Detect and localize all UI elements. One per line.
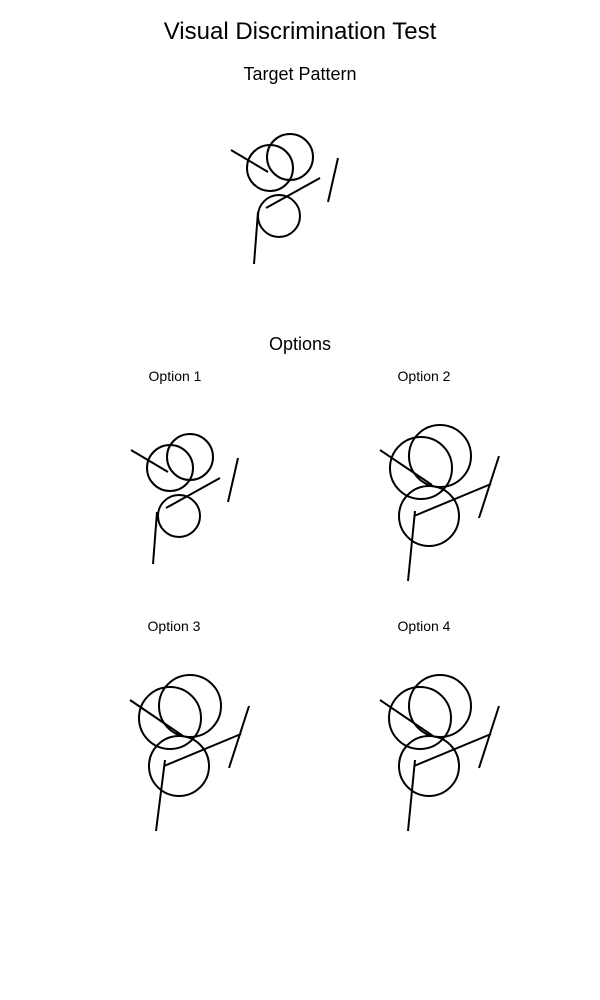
option-2-figure[interactable] [370,415,510,590]
option-3-circle-upper-right [158,674,222,738]
target-pattern-heading: Target Pattern [243,64,357,84]
option-4-label: Option 4 [397,618,451,634]
option-1-line-diagonal [165,477,221,509]
option-1-line-right [227,457,239,503]
target-line-right [327,157,339,203]
option-4-circle-upper-right [408,674,472,738]
option-4-circle-lower [398,735,460,797]
option-4-figure[interactable] [370,665,510,840]
option-1-label: Option 1 [148,368,202,384]
option-4-line-upper-left [379,699,434,737]
option-4-line-stem [407,759,416,832]
option-3-line-stem [155,759,166,832]
option-3-line-diagonal [163,733,242,767]
option-2-circle-lower [398,485,460,547]
target-circle-upper-left [246,144,294,192]
option-3-label: Option 3 [147,618,201,634]
option-4-line-right [478,705,500,769]
option-2-circle-upper-left [389,436,453,500]
option-1-figure[interactable] [120,425,260,575]
options-heading: Options [268,334,332,354]
option-1-circle-upper-left [146,444,194,492]
option-2-line-upper-left [379,449,433,486]
option-3-line-upper-left [129,699,184,737]
target-line-diagonal [265,177,321,209]
option-2-line-diagonal [413,483,492,517]
option-1-line-upper-left [130,449,169,473]
target-line-stem [253,211,259,265]
option-2-line-right [478,455,500,519]
option-3-figure[interactable] [120,665,260,840]
option-4-line-diagonal [413,733,492,767]
option-2-circle-upper-right [408,424,472,488]
page-title: Visual Discrimination Test [163,18,437,45]
target-pattern-figure [230,133,339,265]
option-3-line-right [228,705,250,769]
target-line-upper-left [230,149,269,173]
option-1-circle-lower [157,494,201,538]
option-2-line-stem [407,510,416,582]
option-3-circle-upper-left [138,686,202,750]
option-2-label: Option 2 [397,368,451,384]
option-3-circle-lower [148,735,210,797]
option-4-circle-upper-left [388,686,452,750]
option-1-line-stem [152,511,158,565]
